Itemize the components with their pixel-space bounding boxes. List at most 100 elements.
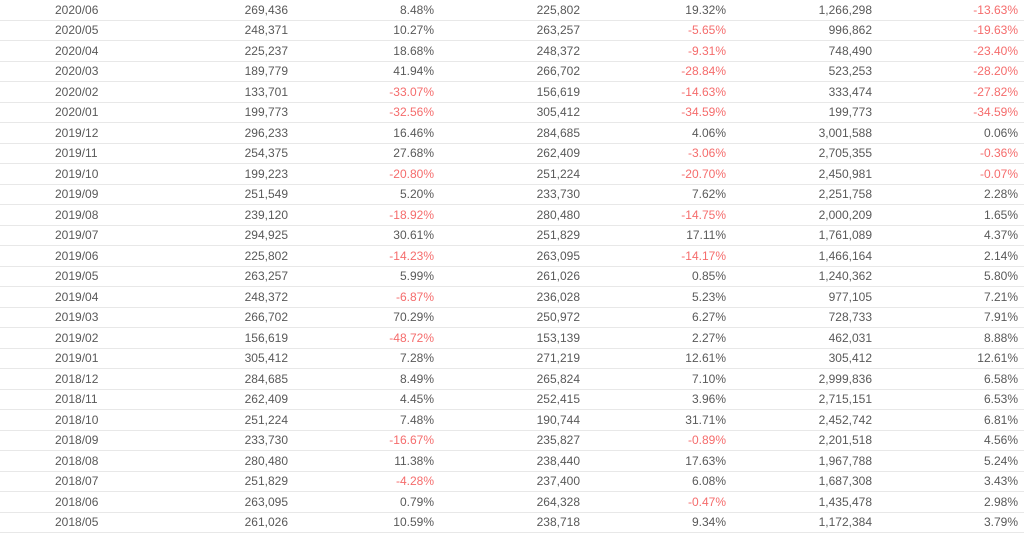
month-cell: 2018/10 bbox=[55, 412, 99, 427]
month-cell: 2019/06 bbox=[55, 248, 99, 263]
monthly-value-cell: 263,257 bbox=[244, 269, 288, 284]
mom-change-cell: 8.48% bbox=[399, 2, 434, 17]
mom-change-cell: 5.20% bbox=[399, 187, 434, 202]
table-row: 2018/07 251,829 -4.28% 237,400 6.08% 1,687,30… bbox=[0, 471, 1024, 492]
table-row: 2018/09 233,730 -16.67% 235,827 -0.89% 2,201,… bbox=[0, 430, 1024, 451]
table-row: 2020/03 189,779 41.94% 266,702 -28.84% 523,25… bbox=[0, 61, 1024, 82]
cumulative-value-cell: 2,715,151 bbox=[818, 392, 872, 407]
yoy-change-cell: 19.32% bbox=[685, 2, 726, 17]
mom-change-cell: 10.27% bbox=[393, 23, 434, 38]
monthly-value-cell: 133,701 bbox=[244, 84, 288, 99]
cumulative-yoy-change-cell: 3.79% bbox=[983, 515, 1018, 530]
mom-change-cell: 7.48% bbox=[399, 412, 434, 427]
table-row: 2020/02 133,701 -33.07% 156,619 -14.63% 333,4… bbox=[0, 82, 1024, 103]
monthly-value-cell: 251,829 bbox=[244, 474, 288, 489]
yoy-change-cell: -5.65% bbox=[687, 23, 726, 38]
monthly-value-cell: 266,702 bbox=[244, 310, 288, 325]
cumulative-value-cell: 1,687,308 bbox=[818, 474, 872, 489]
month-cell: 2019/08 bbox=[55, 207, 99, 222]
month-cell: 2020/05 bbox=[55, 23, 99, 38]
cumulative-yoy-change-cell: 6.53% bbox=[983, 392, 1018, 407]
yoy-change-cell: 4.06% bbox=[691, 125, 726, 140]
mom-change-cell: 11.38% bbox=[394, 453, 434, 468]
cumulative-value-cell: 199,773 bbox=[828, 105, 872, 120]
prior-year-month-value-cell: 237,400 bbox=[536, 474, 580, 489]
prior-year-month-value-cell: 284,685 bbox=[536, 125, 580, 140]
mom-change-cell: 8.49% bbox=[399, 371, 434, 386]
yoy-change-cell: 3.96% bbox=[691, 392, 726, 407]
month-cell: 2018/06 bbox=[55, 494, 99, 509]
prior-year-month-value-cell: 238,440 bbox=[536, 453, 580, 468]
table-row: 2018/06 263,095 0.79% 264,328 -0.47% 1,435,47… bbox=[0, 492, 1024, 513]
mom-change-cell: -6.87% bbox=[395, 289, 434, 304]
mom-change-cell: 30.61% bbox=[393, 228, 434, 243]
table-row: 2019/02 156,619 -48.72% 153,139 2.27% 462,031… bbox=[0, 328, 1024, 349]
prior-year-month-value-cell: 236,028 bbox=[536, 289, 580, 304]
table-row: 2018/05 261,026 10.59% 238,718 9.34% 1,172,38… bbox=[0, 512, 1024, 533]
mom-change-cell: -14.23% bbox=[389, 248, 434, 263]
cumulative-yoy-change-cell: -28.20% bbox=[973, 64, 1018, 79]
cumulative-value-cell: 1,172,384 bbox=[818, 515, 872, 530]
mom-change-cell: 7.28% bbox=[399, 351, 434, 366]
prior-year-month-value-cell: 271,219 bbox=[536, 351, 580, 366]
cumulative-value-cell: 2,999,836 bbox=[818, 371, 872, 386]
monthly-value-cell: 248,372 bbox=[244, 289, 288, 304]
monthly-value-cell: 248,371 bbox=[244, 23, 288, 38]
month-cell: 2019/02 bbox=[55, 330, 99, 345]
table-row: 2019/06 225,802 -14.23% 263,095 -14.17% 1,466… bbox=[0, 246, 1024, 267]
prior-year-month-value-cell: 263,257 bbox=[536, 23, 580, 38]
cumulative-value-cell: 333,474 bbox=[828, 84, 872, 99]
yoy-change-cell: 7.62% bbox=[691, 187, 726, 202]
monthly-value-cell: 156,619 bbox=[244, 330, 288, 345]
month-cell: 2019/07 bbox=[55, 228, 99, 243]
mom-change-cell: 70.29% bbox=[393, 310, 434, 325]
cumulative-yoy-change-cell: 12.61% bbox=[977, 351, 1018, 366]
cumulative-value-cell: 3,001,588 bbox=[818, 125, 872, 140]
yoy-change-cell: 17.11% bbox=[686, 228, 726, 243]
cumulative-value-cell: 728,733 bbox=[828, 310, 872, 325]
cumulative-yoy-change-cell: 7.21% bbox=[983, 289, 1018, 304]
cumulative-yoy-change-cell: 2.28% bbox=[983, 187, 1018, 202]
cumulative-value-cell: 2,000,209 bbox=[818, 207, 872, 222]
prior-year-month-value-cell: 233,730 bbox=[536, 187, 580, 202]
monthly-value-cell: 263,095 bbox=[244, 494, 288, 509]
monthly-value-cell: 262,409 bbox=[244, 392, 288, 407]
prior-year-month-value-cell: 252,415 bbox=[536, 392, 580, 407]
table-row: 2019/09 251,549 5.20% 233,730 7.62% 2,251,758… bbox=[0, 184, 1024, 205]
monthly-value-cell: 199,773 bbox=[244, 105, 288, 120]
yoy-change-cell: 17.63% bbox=[685, 453, 726, 468]
monthly-value-cell: 305,412 bbox=[244, 351, 288, 366]
cumulative-yoy-change-cell: 0.06% bbox=[983, 125, 1018, 140]
prior-year-month-value-cell: 263,095 bbox=[536, 248, 580, 263]
cumulative-yoy-change-cell: -0.07% bbox=[979, 166, 1018, 181]
cumulative-value-cell: 1,761,089 bbox=[818, 228, 872, 243]
month-cell: 2020/03 bbox=[55, 64, 99, 79]
prior-year-month-value-cell: 265,824 bbox=[536, 371, 580, 386]
cumulative-value-cell: 2,251,758 bbox=[818, 187, 872, 202]
cumulative-yoy-change-cell: -23.40% bbox=[973, 43, 1018, 58]
monthly-value-cell: 239,120 bbox=[244, 207, 288, 222]
yoy-change-cell: -20.70% bbox=[681, 166, 726, 181]
monthly-value-cell: 280,480 bbox=[244, 453, 288, 468]
cumulative-value-cell: 2,705,355 bbox=[818, 146, 872, 161]
cumulative-value-cell: 462,031 bbox=[828, 330, 872, 345]
monthly-value-cell: 225,802 bbox=[244, 248, 288, 263]
table-row: 2018/08 280,480 11.38% 238,440 17.63% 1,967,7… bbox=[0, 451, 1024, 472]
table-row: 2019/05 263,257 5.99% 261,026 0.85% 1,240,362… bbox=[0, 266, 1024, 287]
month-cell: 2018/08 bbox=[55, 453, 99, 468]
month-cell: 2019/05 bbox=[55, 269, 99, 284]
mom-change-cell: 41.94% bbox=[393, 64, 434, 79]
cumulative-yoy-change-cell: 7.91% bbox=[983, 310, 1018, 325]
month-cell: 2020/02 bbox=[55, 84, 99, 99]
table-row: 2019/07 294,925 30.61% 251,829 17.11% 1,761,0… bbox=[0, 225, 1024, 246]
table-row: 2020/05 248,371 10.27% 263,257 -5.65% 996,862… bbox=[0, 20, 1024, 41]
month-cell: 2020/06 bbox=[55, 2, 99, 17]
mom-change-cell: -18.92% bbox=[389, 207, 434, 222]
prior-year-month-value-cell: 251,829 bbox=[536, 228, 580, 243]
table-row: 2018/12 284,685 8.49% 265,824 7.10% 2,999,836… bbox=[0, 369, 1024, 390]
monthly-value-cell: 225,237 bbox=[244, 43, 288, 58]
yoy-change-cell: -3.06% bbox=[687, 146, 726, 161]
cumulative-yoy-change-cell: 8.88% bbox=[983, 330, 1018, 345]
yoy-change-cell: -14.63% bbox=[681, 84, 726, 99]
